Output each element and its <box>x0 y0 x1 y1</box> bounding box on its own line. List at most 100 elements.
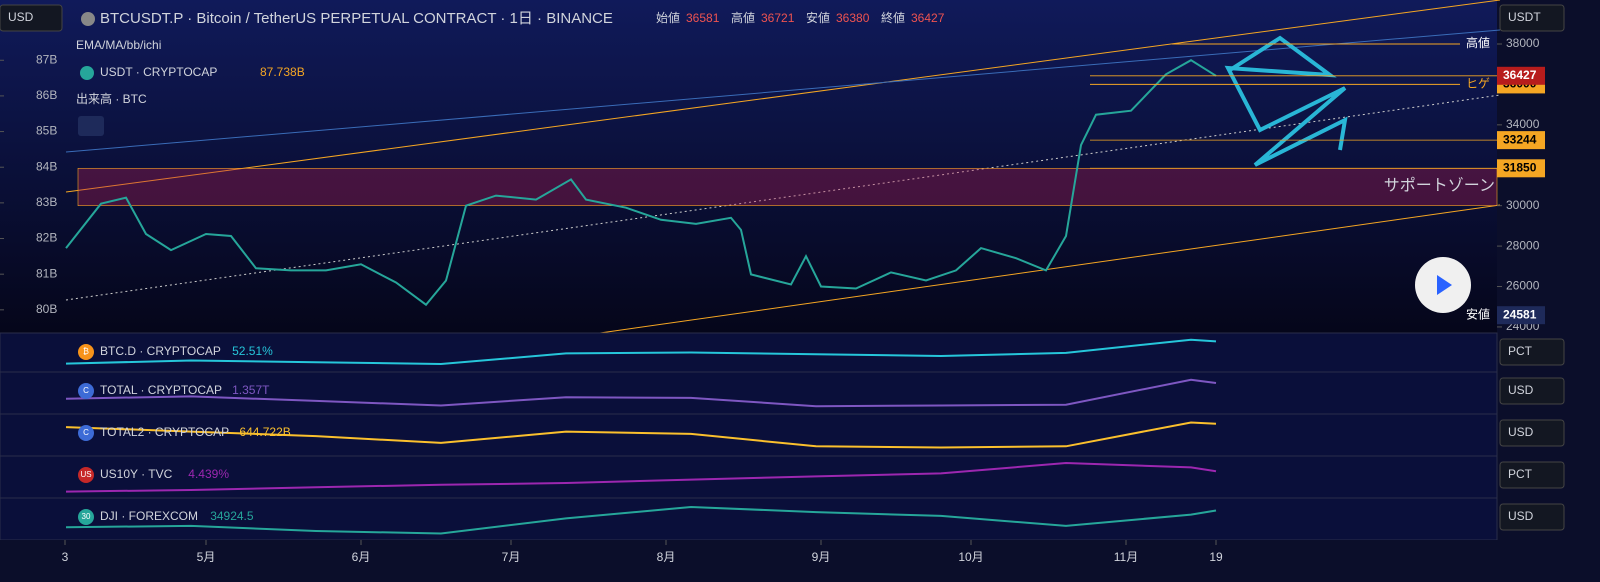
trend-line <box>65 0 1501 193</box>
trend-line <box>599 204 1501 334</box>
zone-label: サポートゾーン <box>1384 177 1495 195</box>
level-label: 高値 <box>1466 35 1490 50</box>
indicator-name: BTC.D · CRYPTOCAP <box>100 344 221 358</box>
symbol-icon <box>81 12 95 26</box>
level-box <box>1497 131 1545 150</box>
scale-label: USD <box>1508 383 1534 397</box>
level-box <box>1497 306 1545 325</box>
level-value: 24581 <box>1503 307 1537 321</box>
level-box <box>1497 159 1545 178</box>
indicator-pane <box>0 371 1498 415</box>
indicator-value: 4.439% <box>188 467 229 481</box>
y2-tick-label: 80B <box>36 302 57 316</box>
scale-box <box>1499 503 1565 531</box>
indicator-value: 52.51% <box>232 344 273 358</box>
scale-box <box>1499 461 1565 489</box>
unit-box[interactable] <box>1499 4 1565 32</box>
x-tick-label: 3 <box>62 550 69 564</box>
scale-label: USD <box>1508 509 1534 523</box>
level-label: ヒゲ <box>1466 77 1490 91</box>
indicator-icon <box>78 344 94 360</box>
x-tick-label: 9月 <box>812 550 831 564</box>
y-tick-label: 28000 <box>1506 238 1540 252</box>
scale-box <box>1499 377 1565 405</box>
x-tick-label: 7月 <box>502 550 521 564</box>
y2-tick-label: 81B <box>36 266 57 280</box>
y-tick-label: 38000 <box>1506 36 1540 50</box>
indicator-name: TOTAL2 · CRYPTOCAP <box>100 425 229 439</box>
price-line <box>65 59 1217 307</box>
indicator-value: 644.722B <box>239 425 290 439</box>
level-value: 31850 <box>1503 160 1537 174</box>
indicator-line <box>65 461 1217 493</box>
y2-tick-label: 83B <box>36 195 57 209</box>
ohlc-value: 36721 <box>761 11 795 25</box>
x-tick-label: 5月 <box>197 550 216 564</box>
support-zone <box>77 167 1498 206</box>
indicator-icon-text: C <box>83 386 89 395</box>
level-value: 33244 <box>1503 132 1537 146</box>
drawn-arrows <box>1224 35 1348 167</box>
indicator-icon-text: ₿ <box>83 347 89 356</box>
currency: USD <box>8 10 34 24</box>
ohlc-label: 始値 <box>656 10 680 25</box>
x-tick-label: 11月 <box>1114 550 1138 564</box>
ohlc-value: 36427 <box>911 11 945 25</box>
y-tick-label: 30000 <box>1506 198 1540 212</box>
indicator-value: 1.357T <box>232 383 270 397</box>
scale-box <box>1499 419 1565 447</box>
y-tick-label: 26000 <box>1506 279 1540 293</box>
indicator-line <box>65 338 1217 366</box>
indicator-icon <box>78 383 94 399</box>
indicator-icon <box>78 425 94 441</box>
time-axis <box>0 540 1600 582</box>
scale-label: PCT <box>1508 344 1533 358</box>
indicator-value: 34924.5 <box>210 509 254 523</box>
indicator-line <box>65 421 1217 449</box>
level-label: 安値 <box>1466 306 1490 321</box>
x-tick-label: 19 <box>1209 550 1223 564</box>
main-pane <box>0 0 1497 333</box>
play-icon <box>1437 275 1452 295</box>
currency-box[interactable] <box>0 4 63 32</box>
y-unit: USDT <box>1508 10 1541 24</box>
level-value: 36427 <box>1503 68 1537 82</box>
ohlc-label: 高値 <box>731 10 755 25</box>
ohlc-value: 36380 <box>836 11 870 25</box>
ohlc-value: 36581 <box>686 11 720 25</box>
indicator-icon <box>78 467 94 483</box>
indicators: EMA/MA/bb/ichi <box>76 38 161 52</box>
indicator-line <box>65 378 1217 408</box>
y2-tick-label: 86B <box>36 88 57 102</box>
indicator-icon-text: 30 <box>82 512 91 521</box>
trend-line <box>65 94 1501 301</box>
overlay-icon <box>80 66 94 80</box>
scale-label: PCT <box>1508 467 1533 481</box>
ohlc-label: 安値 <box>806 10 830 25</box>
y2-tick-label: 82B <box>36 231 57 245</box>
y2-tick-label: 84B <box>36 159 57 173</box>
overlay-value: 87.738B <box>260 65 305 79</box>
indicator-pane <box>0 413 1498 457</box>
level-box <box>1497 66 1545 85</box>
indicator-icon-text: C <box>83 428 89 437</box>
symbol-title: BTCUSDT.P · Bitcoin / TetherUS PERPETUAL… <box>100 10 613 27</box>
volume-label: 出来高 · BTC <box>76 91 147 106</box>
indicator-icon <box>78 509 94 525</box>
indicator-name: DJI · FOREXCOM <box>100 509 198 523</box>
scale-label: USD <box>1508 425 1534 439</box>
collapse-button[interactable] <box>78 116 104 136</box>
x-tick-label: 8月 <box>657 550 676 564</box>
indicator-name: TOTAL · CRYPTOCAP <box>100 383 222 397</box>
indicator-icon-text: US <box>80 470 91 479</box>
scale-box <box>1499 338 1565 366</box>
x-tick-label: 10月 <box>958 550 983 564</box>
y-tick-label: 34000 <box>1506 117 1540 131</box>
indicator-pane <box>0 455 1498 499</box>
indicator-pane <box>0 497 1498 541</box>
ohlc-label: 終値 <box>881 10 905 25</box>
x-tick-label: 6月 <box>352 550 371 564</box>
y2-tick-label: 85B <box>36 124 57 138</box>
